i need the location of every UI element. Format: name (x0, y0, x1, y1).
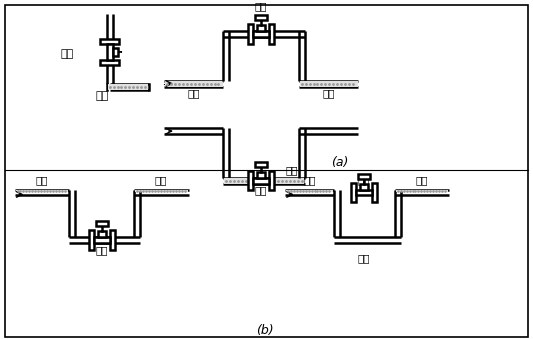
Bar (372, 183, 377, 202)
Bar (358, 174, 370, 179)
Bar (98, 231, 106, 237)
Bar (269, 171, 274, 191)
Bar (15, 190, 68, 193)
Text: (b): (b) (256, 324, 274, 337)
Text: 液体: 液体 (255, 185, 268, 196)
Text: 气泡: 气泡 (303, 176, 316, 185)
Text: 气泡: 气泡 (35, 176, 47, 185)
Bar (253, 178, 269, 183)
Bar (269, 24, 274, 44)
Text: 正确: 正确 (60, 49, 74, 59)
Text: 气泡: 气泡 (415, 176, 427, 185)
Text: (a): (a) (330, 156, 348, 169)
Text: 液体: 液体 (95, 92, 108, 101)
Bar (135, 190, 188, 193)
Text: 液体: 液体 (188, 88, 200, 98)
Bar (257, 25, 265, 31)
Bar (351, 183, 356, 202)
Text: 液体: 液体 (322, 88, 335, 98)
Text: 正确: 正确 (255, 1, 268, 11)
Bar (248, 171, 253, 191)
Bar (100, 60, 119, 65)
Bar (360, 183, 368, 190)
Bar (165, 81, 223, 86)
Text: 气泡: 气泡 (155, 176, 167, 185)
Bar (395, 190, 448, 193)
Bar (253, 31, 269, 37)
Bar (100, 39, 119, 44)
Bar (255, 162, 267, 167)
Bar (286, 190, 333, 193)
Bar (94, 237, 110, 243)
Bar (255, 15, 267, 20)
Text: 错误: 错误 (286, 165, 298, 175)
Bar (107, 44, 112, 60)
Text: 正确: 正确 (95, 245, 108, 255)
Bar (257, 172, 265, 178)
Text: 气泡: 气泡 (358, 176, 370, 185)
Text: 错误: 错误 (358, 253, 370, 263)
Bar (224, 178, 304, 183)
Bar (248, 24, 253, 44)
Bar (300, 81, 358, 86)
Bar (108, 84, 148, 89)
Bar (110, 230, 115, 250)
Bar (356, 190, 372, 196)
Bar (112, 48, 118, 56)
Bar (96, 221, 108, 226)
Bar (89, 230, 94, 250)
